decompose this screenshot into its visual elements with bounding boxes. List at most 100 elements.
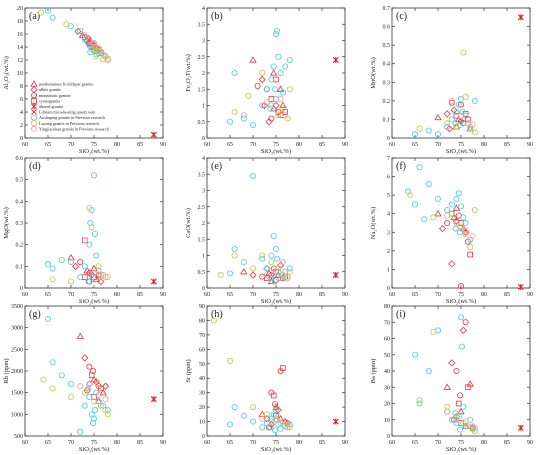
data-point-prev_a bbox=[249, 122, 256, 129]
data-point-prev_a bbox=[457, 314, 464, 321]
data-point-prev_c bbox=[268, 418, 275, 425]
x-tick-label: 90 bbox=[527, 142, 533, 148]
y-tick-label: 1 bbox=[202, 104, 205, 110]
data-point-study bbox=[85, 380, 93, 388]
data-point-prev_a bbox=[273, 255, 280, 262]
data-point-prev_a bbox=[453, 419, 460, 426]
data-point-prev_b bbox=[457, 223, 464, 230]
y-tick-label: 12 bbox=[17, 58, 23, 64]
x-tick-label: 75 bbox=[458, 142, 464, 148]
data-point-study bbox=[81, 34, 88, 41]
data-point-prev_a bbox=[272, 406, 279, 413]
data-point-study bbox=[452, 217, 460, 225]
data-point-prev_c bbox=[81, 32, 88, 39]
legend-marker bbox=[31, 103, 37, 110]
x-tick-label: 70 bbox=[68, 440, 74, 446]
data-point-prev_a bbox=[460, 214, 467, 221]
y-tick-label: 4 bbox=[20, 110, 23, 116]
data-point-prev_a bbox=[458, 343, 465, 350]
data-point-prev_b bbox=[453, 123, 460, 130]
data-point-prev_a bbox=[459, 109, 466, 116]
y-tick-label: 2.5 bbox=[198, 55, 206, 61]
data-point-prev_c bbox=[277, 96, 284, 103]
data-point-vein bbox=[150, 396, 157, 403]
x-tick-label: 60 bbox=[389, 142, 395, 148]
data-point-prev_a bbox=[267, 424, 274, 431]
data-point-prev_a bbox=[457, 203, 464, 210]
data-point-prev_a bbox=[91, 406, 98, 413]
x-tick-label: 60 bbox=[389, 292, 395, 298]
x-axis-label: SiO₂(wt.%) bbox=[446, 148, 476, 155]
data-point-prev_a bbox=[93, 252, 100, 259]
data-point-prev_a bbox=[58, 372, 65, 379]
data-point-prev_c bbox=[279, 258, 286, 265]
panel-f: 60 65 70 75 80 85 90 0 1 2 3 4 5 6 7 SiO₂(wt.%) Na₂O(wt.… bbox=[370, 156, 533, 305]
data-point-study bbox=[467, 251, 473, 258]
x-tick-label: 65 bbox=[412, 142, 418, 148]
panel-g: 60 65 70 75 80 85 90 500 1000 1500 2000 2500 3000 350… bbox=[3, 304, 166, 453]
x-tick-label: 60 bbox=[204, 440, 210, 446]
data-point-prev_a bbox=[457, 229, 464, 236]
y-tick-label: 2500 bbox=[11, 347, 23, 353]
data-point-prev_b bbox=[245, 92, 252, 99]
x-tick-label: 60 bbox=[22, 142, 28, 148]
legend-label: albite granite bbox=[39, 87, 61, 92]
data-point-vein bbox=[150, 278, 157, 285]
plot-frame bbox=[24, 305, 164, 437]
data-point-prev_a bbox=[416, 400, 423, 407]
x-tick-label: 90 bbox=[342, 142, 348, 148]
data-point-prev_c bbox=[284, 424, 291, 431]
y-tick-label: 3500 bbox=[11, 304, 23, 310]
data-point-prev_b bbox=[471, 428, 478, 435]
data-point-study bbox=[439, 225, 447, 233]
data-point-study bbox=[101, 382, 110, 390]
y-axis-label: Al₂O₃(wt.%) bbox=[3, 56, 10, 90]
data-point-prev_a bbox=[226, 118, 233, 125]
x-tick-label: 80 bbox=[296, 142, 302, 148]
data-point-prev_a bbox=[249, 172, 256, 179]
data-point-prev_a bbox=[68, 380, 75, 387]
legend-label: syenogranite bbox=[39, 98, 61, 103]
x-tick-label: 85 bbox=[137, 440, 143, 446]
data-point-prev_c bbox=[469, 122, 476, 129]
data-point-study bbox=[459, 326, 467, 334]
y-axis-label: MnO(wt.%) bbox=[370, 57, 377, 89]
plot-frame bbox=[206, 7, 346, 139]
data-point-prev_a bbox=[68, 258, 75, 265]
data-point-prev_a bbox=[416, 164, 423, 171]
data-point-prev_c bbox=[240, 112, 247, 119]
y-tick-label: 0 bbox=[202, 136, 205, 142]
data-point-prev_b bbox=[63, 21, 70, 28]
data-point-study bbox=[466, 380, 474, 387]
y-tick-label: 18 bbox=[17, 19, 23, 25]
data-point-prev_b bbox=[68, 393, 75, 400]
x-tick-label: 70 bbox=[250, 440, 256, 446]
y-tick-label: 30 bbox=[384, 385, 390, 391]
data-point-prev_a bbox=[444, 206, 451, 213]
data-point-prev_b bbox=[471, 206, 478, 213]
legend-marker bbox=[31, 98, 37, 104]
y-tick-label: 4 bbox=[202, 6, 205, 12]
data-point-prev_a bbox=[425, 367, 432, 374]
y-tick-label: 40 bbox=[384, 369, 390, 375]
y-axis-label: Sr (ppm) bbox=[185, 359, 192, 382]
legend-marker bbox=[30, 125, 37, 132]
x-tick-label: 90 bbox=[160, 142, 166, 148]
y-tick-label: 20 bbox=[384, 402, 390, 408]
y-tick-label: 20 bbox=[199, 405, 205, 411]
legend-marker bbox=[30, 86, 38, 94]
y-tick-label: 0 bbox=[20, 286, 23, 292]
data-point-prev_c bbox=[453, 219, 460, 226]
x-tick-label: 80 bbox=[481, 292, 487, 298]
y-tick-label: 0 bbox=[387, 286, 390, 292]
data-point-study bbox=[77, 258, 84, 265]
data-point-prev_c bbox=[91, 40, 98, 47]
y-axis-label: CaO(wt.%) bbox=[185, 208, 192, 238]
data-point-prev_b bbox=[231, 252, 238, 259]
data-point-study bbox=[91, 394, 97, 400]
data-point-prev_b bbox=[259, 252, 266, 259]
data-point-study bbox=[94, 397, 103, 404]
data-point-prev_c bbox=[95, 45, 102, 52]
legend-label: Aoshuping granite in Previous research bbox=[39, 115, 106, 120]
y-tick-label: 14 bbox=[17, 45, 23, 51]
